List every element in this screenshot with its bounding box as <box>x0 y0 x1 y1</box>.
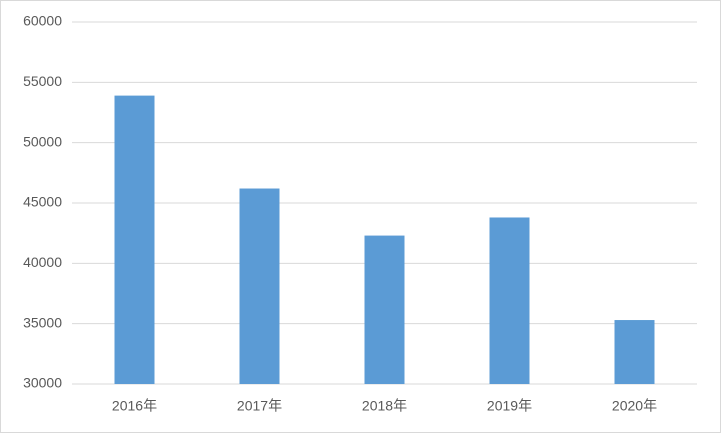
y-tick-label: 50000 <box>23 133 62 149</box>
bar <box>239 188 280 384</box>
bar <box>489 217 530 384</box>
y-tick-label: 35000 <box>23 314 62 330</box>
bar <box>364 235 405 384</box>
y-tick-label: 40000 <box>23 254 62 270</box>
y-tick-label: 60000 <box>23 13 62 29</box>
bar <box>114 95 155 385</box>
x-tick-label: 2019年 <box>487 398 532 414</box>
x-tick-label: 2016年 <box>112 398 157 414</box>
x-tick-label: 2017年 <box>237 398 282 414</box>
x-tick-label: 2018年 <box>362 398 407 414</box>
bar <box>614 320 655 384</box>
x-tick-label: 2020年 <box>612 398 657 414</box>
y-tick-label: 30000 <box>23 375 62 391</box>
y-tick-label: 55000 <box>23 73 62 89</box>
y-tick-label: 45000 <box>23 194 62 210</box>
